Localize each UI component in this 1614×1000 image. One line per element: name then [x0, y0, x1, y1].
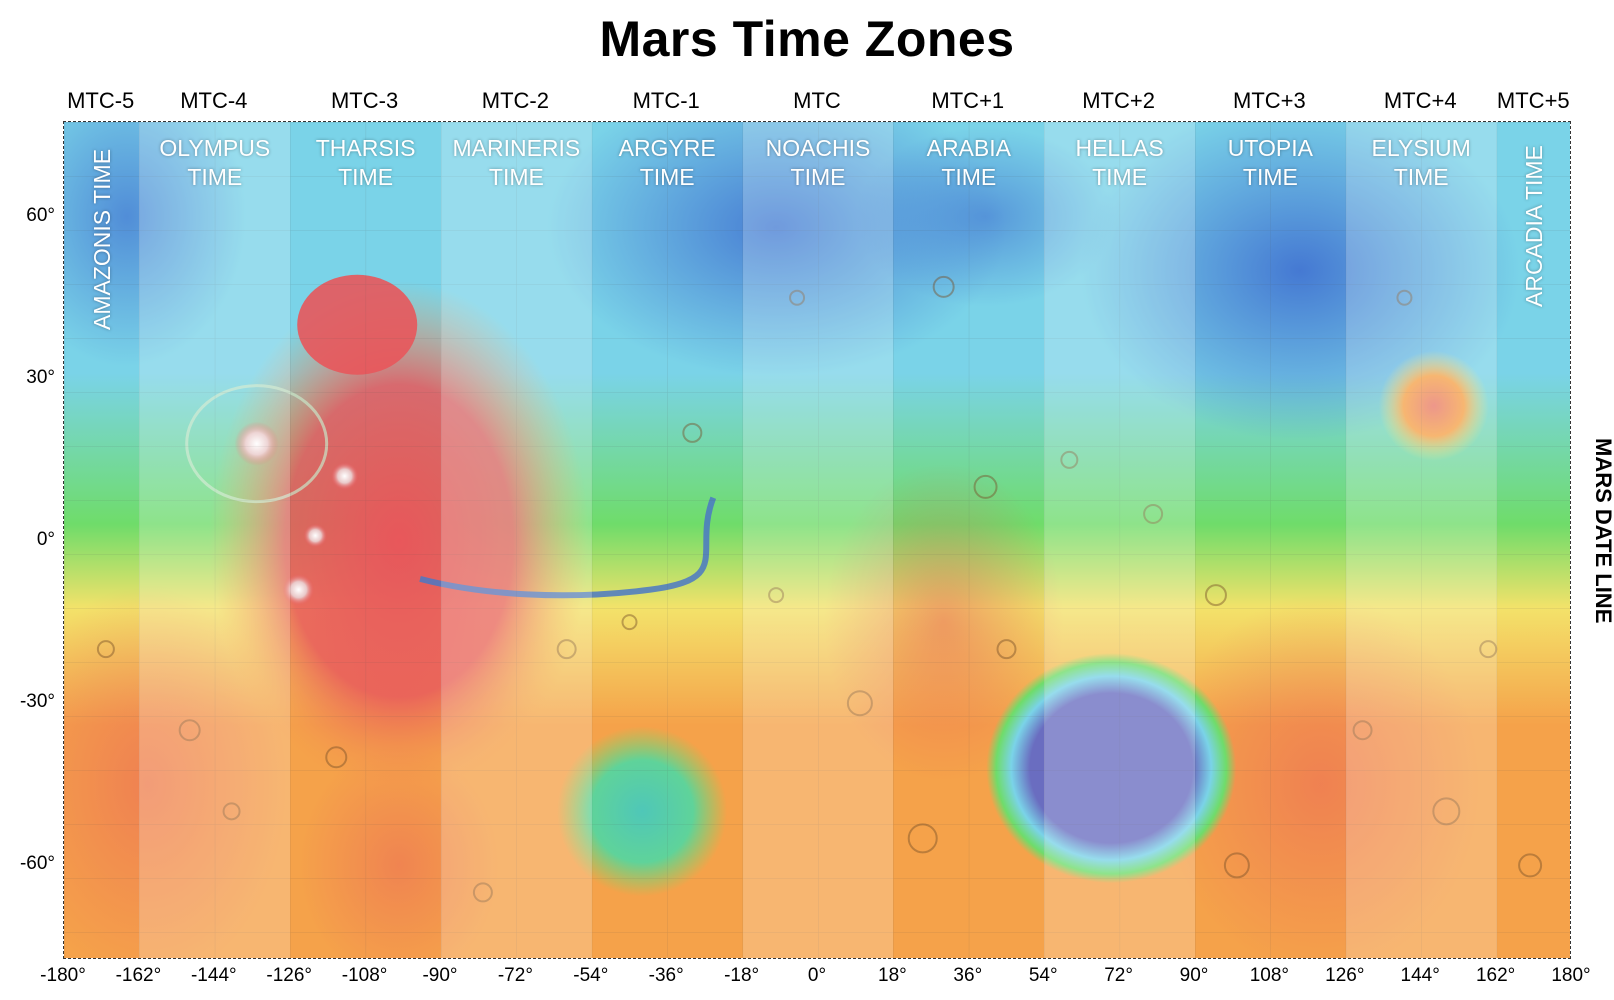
latitude-tick-label: -60° — [19, 853, 55, 875]
terrain-relief — [64, 122, 1570, 958]
zone-code-label: MTC — [793, 88, 841, 113]
zone-name-line: ARABIA — [926, 135, 1011, 161]
zone-code-label: MTC+3 — [1233, 88, 1306, 113]
time-zone-band — [592, 122, 743, 958]
zone-name-line: TIME — [790, 164, 846, 190]
longitude-tick-label: 0° — [807, 965, 827, 986]
longitude-tick-label: -54° — [573, 965, 609, 986]
zone-code-label: MTC+2 — [1082, 88, 1155, 113]
longitude-tick-label: 90° — [1179, 965, 1209, 986]
longitude-tick-label: 18° — [878, 965, 907, 986]
zone-name-line: TIME — [1092, 164, 1148, 190]
longitude-tick-label: -18° — [724, 965, 760, 986]
longitude-tick-label: -36° — [648, 965, 684, 986]
time-zone-band — [290, 122, 441, 958]
time-zone-band — [893, 122, 1044, 958]
zone-name-label: NOACHIS TIME — [743, 134, 893, 192]
longitude-tick-label: 72° — [1104, 965, 1133, 986]
zone-name-label: MARINERIS TIME — [441, 134, 591, 192]
zone-name-line: NOACHIS — [765, 135, 871, 161]
latitude-tick-label: 60° — [26, 204, 55, 226]
longitude-tick-label: 126° — [1325, 965, 1365, 986]
zone-code-label: MTC+4 — [1383, 88, 1457, 113]
longitude-tick-label: -180° — [40, 965, 86, 986]
latitude-tick-label: -30° — [19, 691, 55, 713]
zone-code-label: MTC-1 — [632, 88, 700, 113]
time-zone-band — [1044, 122, 1195, 958]
zone-name-label: ARABIA TIME — [894, 134, 1044, 192]
zone-name-label: UTOPIA TIME — [1195, 134, 1345, 192]
latitude-tick-label: 30° — [26, 366, 55, 388]
zone-code-label: MTC-3 — [330, 88, 399, 113]
longitude-tick-label: -72° — [497, 965, 533, 986]
longitude-tick-label: -144° — [190, 965, 237, 986]
longitude-tick-label: -108° — [341, 965, 388, 986]
longitude-tick-label: -126° — [266, 965, 313, 986]
time-zone-band — [742, 122, 894, 958]
map-grid — [64, 122, 1570, 958]
time-zone-band — [139, 122, 291, 958]
zone-name-label: ELYSIUM TIME — [1346, 134, 1496, 192]
longitude-tick-label: -90° — [422, 965, 458, 986]
zone-name-line: MARINERIS — [452, 135, 581, 161]
zone-name-line: TIME — [1242, 164, 1298, 190]
zone-name-line: ARGYRE — [618, 135, 716, 161]
zone-name-line: TIME — [488, 164, 544, 190]
zone-code-label: MTC+1 — [931, 88, 1005, 113]
zone-name-label: AMAZONIS TIME — [88, 148, 115, 330]
zone-name-line: TIME — [187, 164, 243, 190]
zone-name-line: UTOPIA — [1227, 135, 1313, 161]
zone-name-label: HELLAS TIME — [1045, 134, 1195, 192]
time-zone-band — [441, 122, 592, 958]
zone-code-label: MTC+5 — [1496, 88, 1570, 113]
map-title: Mars Time Zones — [599, 11, 1015, 67]
zone-code-label: MTC-2 — [481, 88, 549, 113]
zone-name-line: ELYSIUM — [1371, 135, 1471, 161]
mars-date-line-label: MARS DATE LINE — [1591, 438, 1614, 624]
zone-name-line: TIME — [1393, 164, 1449, 190]
time-zone-band — [1195, 122, 1346, 958]
longitude-tick-label: 162° — [1475, 965, 1516, 986]
longitude-tick-label: 36° — [953, 965, 983, 986]
zone-name-line: TIME — [338, 164, 394, 190]
longitude-tick-label: -162° — [115, 965, 162, 986]
zone-name-line: TIME — [639, 164, 695, 190]
zone-name-label: ARCADIA TIME — [1521, 145, 1548, 307]
zone-name-line: THARSIS — [315, 135, 416, 161]
longitude-tick-label: 144° — [1400, 965, 1440, 986]
zone-code-label: MTC-5 — [67, 88, 135, 113]
zone-name-label: THARSIS TIME — [291, 134, 441, 192]
zone-name-line: TIME — [941, 164, 997, 190]
latitude-tick-label: 0° — [36, 529, 55, 550]
zone-name-line: OLYMPUS — [159, 135, 271, 161]
zone-name-line: HELLAS — [1075, 135, 1164, 161]
longitude-tick-label: 180° — [1551, 965, 1591, 986]
longitude-tick-label: 54° — [1028, 965, 1058, 986]
time-zone-band — [1345, 122, 1497, 958]
zone-name-label: ARGYRE TIME — [592, 134, 742, 192]
zone-name-label: OLYMPUS TIME — [140, 134, 290, 192]
mars-topography-map: AMAZONIS TIME OLYMPUS TIME THARSIS TIME MARIN… — [63, 121, 1571, 959]
zone-code-label: MTC-4 — [180, 88, 248, 113]
longitude-tick-label: 108° — [1249, 965, 1290, 986]
